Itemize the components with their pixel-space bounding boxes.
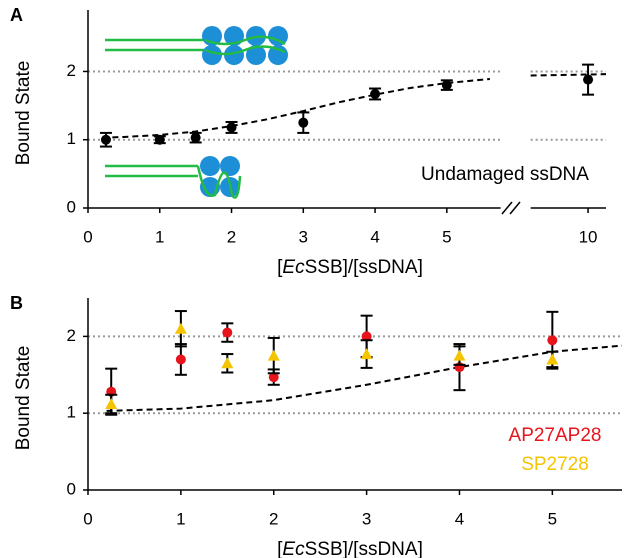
inset-top — [105, 26, 288, 65]
x-axis-label-part: SSB]/[ssDNA] — [305, 539, 423, 558]
fit-curve — [102, 73, 607, 139]
marker — [226, 122, 237, 133]
marker — [546, 353, 559, 365]
x-axis-label-part: Ec — [282, 257, 305, 278]
marker — [221, 357, 234, 369]
x-tick-label: 4 — [370, 227, 379, 246]
legend-entry: SP2728 — [521, 454, 589, 475]
panel-label: A — [10, 5, 23, 25]
x-tick-label: 5 — [442, 227, 451, 246]
x-axis-label: [EcSSB]/[ssDNA] — [277, 257, 423, 278]
marker — [154, 134, 165, 145]
y-tick-label: 1 — [67, 403, 76, 422]
marker — [100, 134, 111, 145]
marker — [547, 335, 558, 346]
x-tick-label: 3 — [362, 509, 371, 528]
marker — [360, 348, 373, 360]
x-tick-label: 4 — [455, 509, 464, 528]
marker — [175, 354, 186, 365]
x-tick-label: 0 — [83, 227, 92, 246]
x-tick-label: 0 — [83, 509, 92, 528]
x-axis-label-part: [ — [277, 257, 283, 278]
x-tick-label: 3 — [299, 227, 308, 246]
marker — [453, 349, 466, 361]
y-tick-label: 0 — [67, 197, 76, 216]
y-tick-label: 2 — [67, 61, 76, 80]
y-tick-label: 1 — [67, 129, 76, 148]
x-tick-label: 2 — [269, 509, 278, 528]
inset-bottom — [105, 156, 242, 199]
marker — [267, 349, 280, 361]
x-axis-label: [EcSSB]/[ssDNA] — [277, 539, 423, 558]
x-axis-label-part: Ec — [282, 539, 305, 558]
marker — [174, 322, 187, 334]
y-axis-label: Bound State — [13, 61, 34, 166]
x-tick-label: 10 — [579, 227, 598, 246]
y-tick-label: 0 — [67, 479, 76, 498]
y-tick-label: 2 — [67, 326, 76, 345]
x-axis-label-part: [ — [277, 539, 283, 558]
marker — [190, 132, 201, 143]
marker — [370, 88, 381, 99]
y-axis-label: Bound State — [13, 346, 34, 451]
marker — [441, 80, 452, 91]
x-axis-label-part: SSB]/[ssDNA] — [305, 257, 423, 278]
axis-break — [501, 201, 521, 215]
x-tick-label: 1 — [176, 509, 185, 528]
marker — [298, 117, 309, 128]
panel-label: B — [10, 293, 23, 313]
marker — [583, 74, 594, 85]
marker — [268, 372, 279, 383]
x-tick-label: 1 — [155, 227, 164, 246]
x-tick-label: 2 — [227, 227, 236, 246]
marker — [361, 331, 372, 342]
marker — [105, 397, 118, 409]
legend-entry: AP27AP28 — [509, 425, 602, 446]
annotation: Undamaged ssDNA — [421, 164, 589, 185]
x-tick-label: 5 — [548, 509, 557, 528]
marker — [222, 327, 233, 338]
